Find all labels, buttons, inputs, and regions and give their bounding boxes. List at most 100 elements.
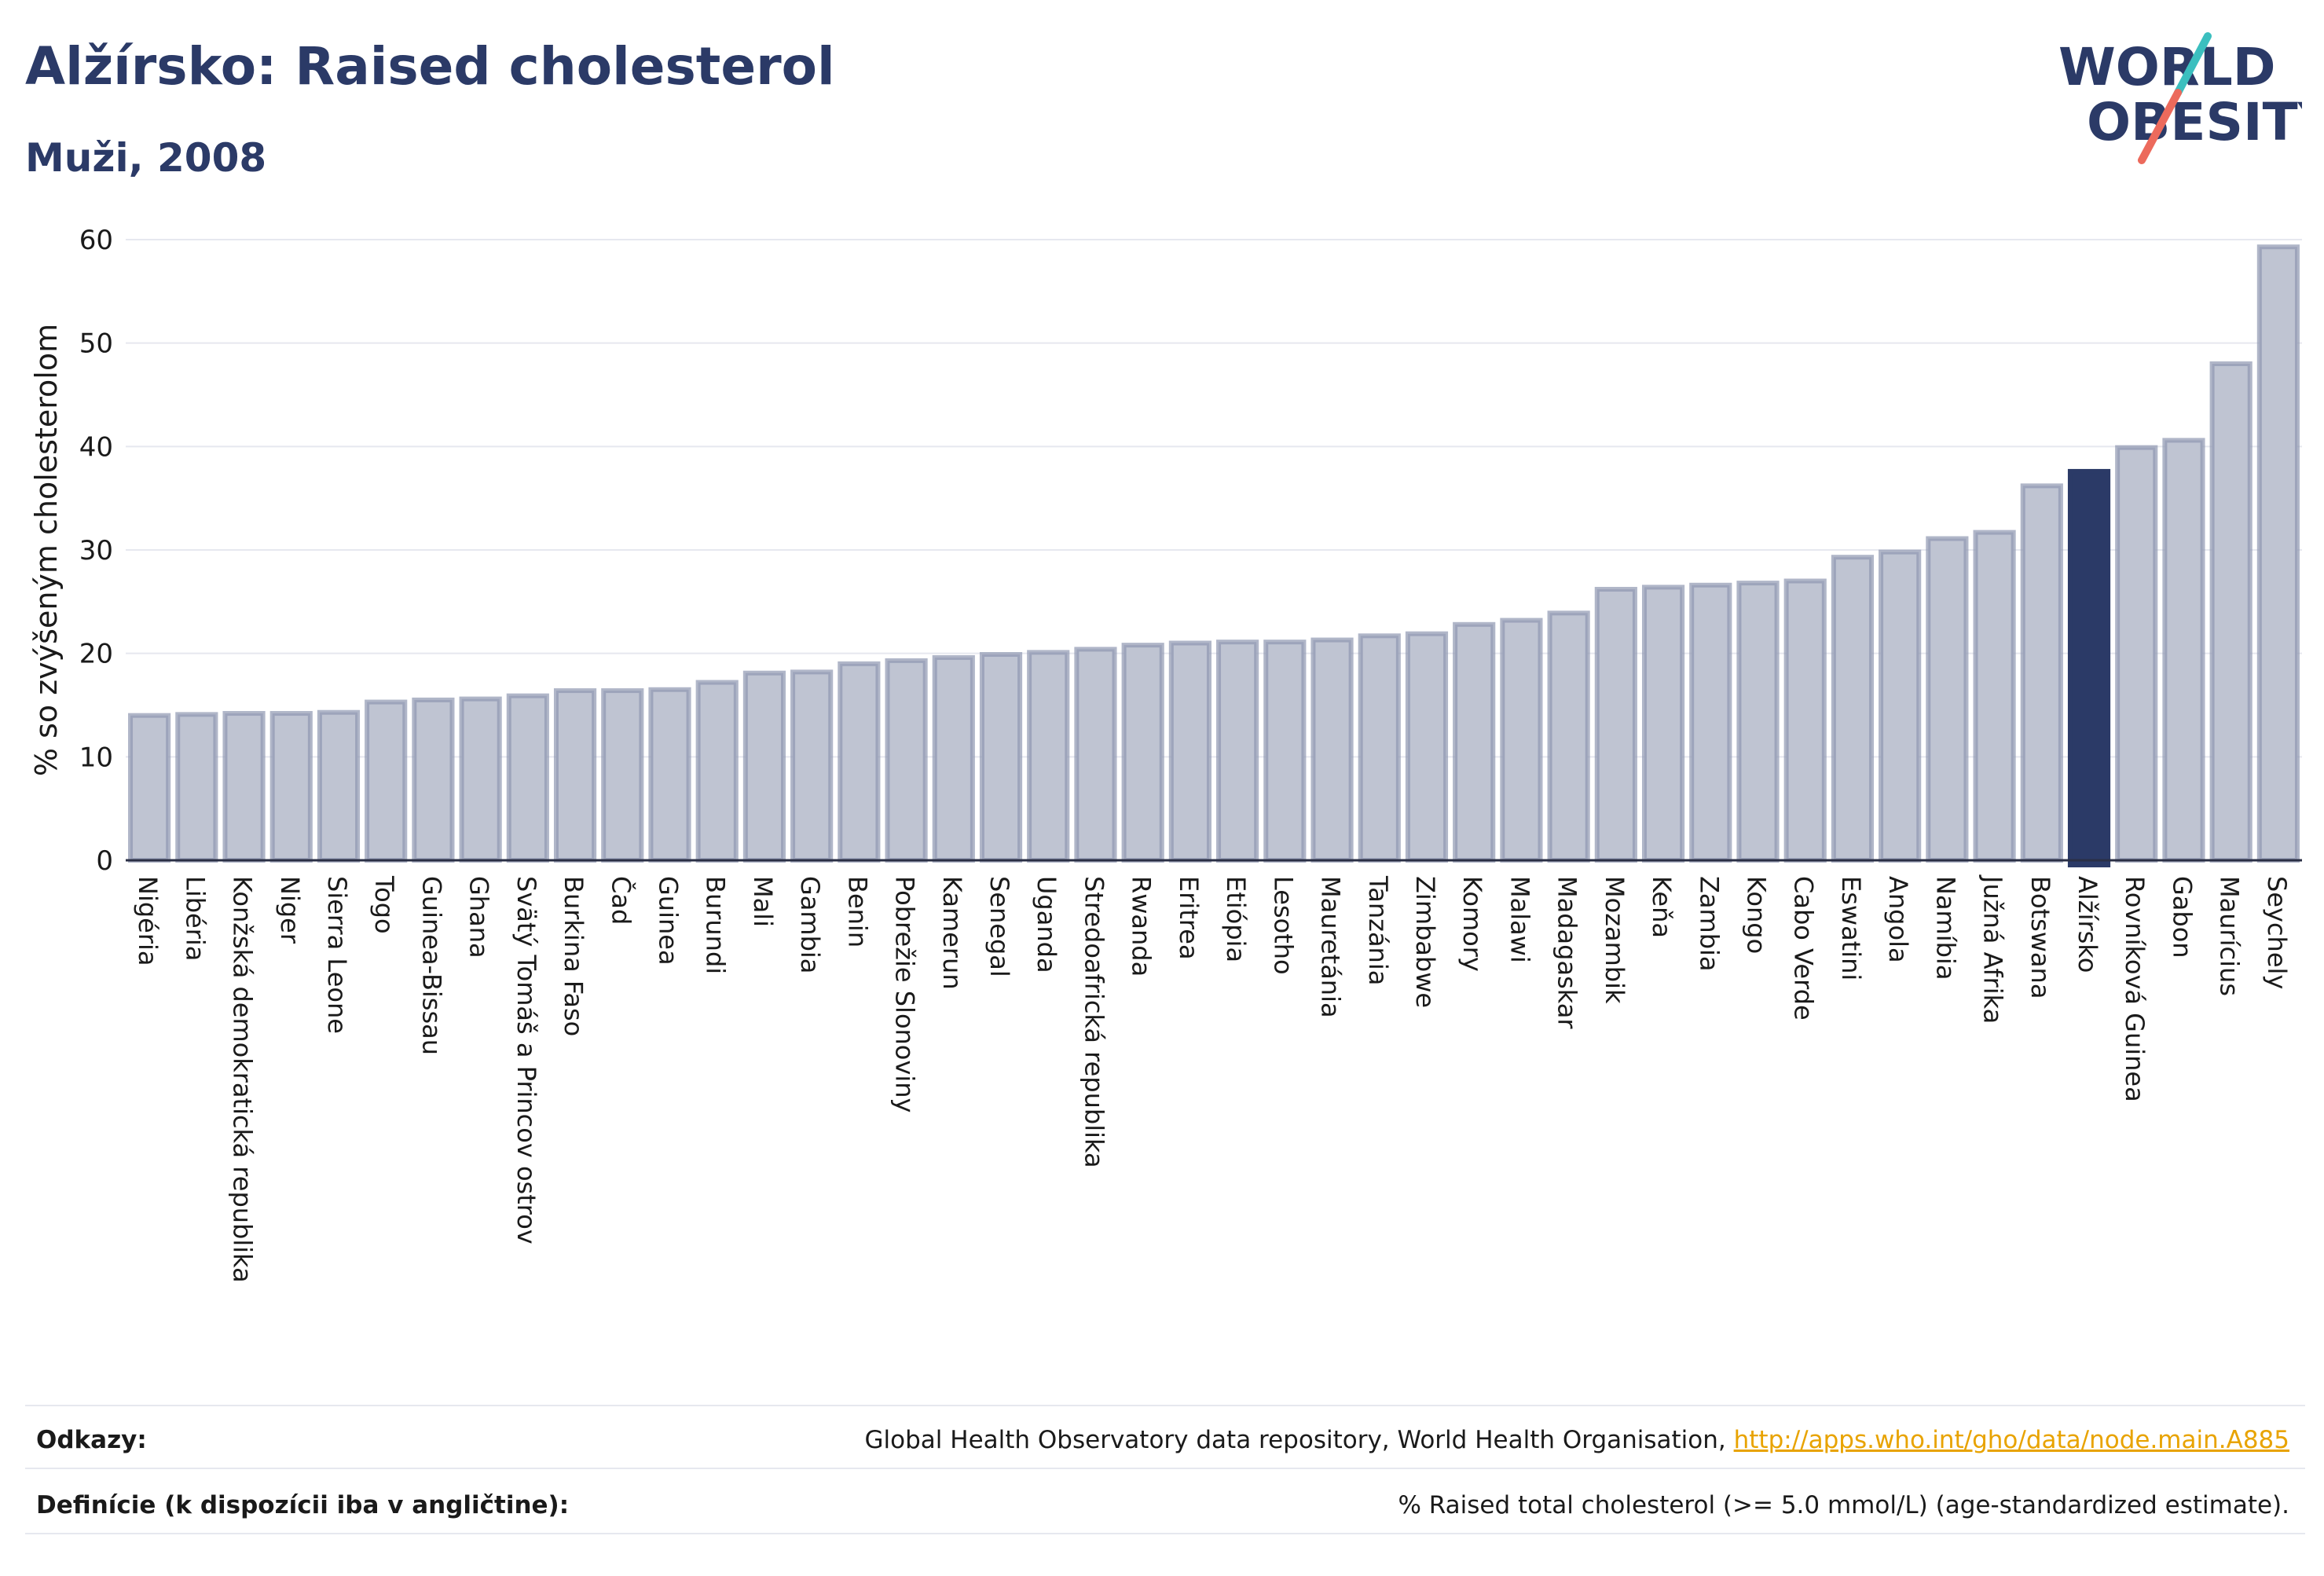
x-tick-label: Namíbia	[1930, 876, 1960, 980]
x-tick-label: Komory	[1457, 876, 1487, 972]
sources-text: Global Health Observatory data repositor…	[864, 1426, 1734, 1454]
x-tick-label: Kongo	[1742, 876, 1772, 954]
definitions-value: % Raised total cholesterol (>= 5.0 mmol/…	[1398, 1491, 2289, 1519]
bar	[269, 711, 313, 863]
bar	[1783, 578, 1827, 863]
bar	[648, 687, 691, 863]
sources-label: Odkazy:	[36, 1426, 147, 1454]
logo-slash-teal	[2174, 32, 2212, 97]
x-tick-label: Sierra Leone	[322, 876, 352, 1034]
x-tick-label: Tanzánia	[1363, 875, 1393, 985]
world-obesity-logo: WORLD OBESITY	[2058, 32, 2302, 164]
bar	[1641, 585, 1685, 863]
logo-slash-coral	[2138, 89, 2182, 164]
x-tick-label: Pobrežie Slonoviny	[890, 876, 920, 1112]
bar	[317, 709, 361, 863]
x-tick-label: Guinea	[654, 876, 684, 966]
bar	[1453, 621, 1496, 863]
x-tick-label: Guinea-Bissau	[416, 876, 446, 1055]
bar	[412, 697, 455, 863]
x-tick-label: Botswana	[2025, 876, 2055, 999]
x-tick-label: Alžírsko	[2073, 876, 2102, 973]
sources-link[interactable]: http://apps.who.int/gho/data/node.main.A…	[1733, 1426, 2289, 1454]
bar	[695, 680, 739, 863]
footer-divider-bottom	[25, 1533, 2305, 1534]
x-tick-label: Mozambik	[1600, 876, 1629, 1004]
y-tick-label: 0	[96, 845, 113, 877]
x-tick-label: Kamerun	[937, 876, 967, 990]
x-tick-label: Rovníková Guinea	[2120, 876, 2150, 1102]
x-tick-label: Svätý Tomáš a Princov ostrov	[511, 876, 541, 1244]
bar	[1310, 637, 1354, 863]
x-tick-label: Madagaskar	[1552, 876, 1582, 1029]
x-tick-label: Etiópia	[1221, 876, 1251, 962]
x-tick-label: Konžská demokratická republika	[228, 876, 258, 1283]
x-tick-label: Rwanda	[1127, 876, 1157, 977]
bar	[1879, 549, 1922, 863]
bar	[932, 654, 975, 863]
bar	[2256, 244, 2300, 863]
bar	[838, 661, 881, 863]
x-tick-label: Nigéria	[133, 876, 163, 966]
bar	[175, 712, 218, 863]
bar	[1121, 643, 1164, 863]
bar	[1689, 582, 1732, 863]
x-tick-label: Gambia	[795, 876, 825, 973]
x-tick-label: Stredoafrická republika	[1079, 876, 1109, 1168]
x-tick-label: Seychely	[2262, 876, 2292, 989]
bar	[506, 693, 549, 863]
bar	[2020, 483, 2063, 863]
x-tick-label: Mauretánia	[1316, 876, 1346, 1018]
bar	[790, 669, 834, 863]
x-tick-label: Burkina Faso	[559, 876, 588, 1036]
bar	[1926, 536, 1969, 863]
bar	[1500, 618, 1543, 863]
logo-word-world: WORLD	[2058, 37, 2276, 97]
bar	[1594, 587, 1637, 863]
bar	[553, 688, 597, 863]
footer-divider-top	[25, 1405, 2305, 1406]
x-tick-label: Burundi	[701, 876, 731, 974]
x-tick-label: Cabo Verde	[1789, 876, 1819, 1021]
bar	[2209, 361, 2253, 863]
x-tick-label: Benin	[842, 876, 872, 947]
y-tick-label: 10	[79, 742, 113, 773]
x-tick-label: Gabon	[2167, 876, 2197, 958]
x-tick-label: Maurícius	[2215, 876, 2245, 996]
bar	[2115, 445, 2158, 863]
bar	[1547, 610, 1590, 863]
x-tick-label: Zambia	[1694, 876, 1724, 972]
bar	[128, 713, 171, 863]
bar	[365, 699, 408, 863]
x-tick-label: Zimbabwe	[1410, 876, 1440, 1008]
bar	[1405, 631, 1449, 863]
bar	[459, 696, 502, 863]
bar	[1263, 640, 1307, 863]
bar	[1831, 555, 1875, 863]
bar	[1216, 640, 1259, 863]
sources-value: Global Health Observatory data repositor…	[865, 1426, 2289, 1454]
bar	[1074, 647, 1117, 863]
page-title: Alžírsko: Raised cholesterol	[25, 36, 835, 97]
x-tick-label: Niger	[275, 876, 305, 944]
x-tick-label: Uganda	[1032, 876, 1061, 973]
y-tick-label: 20	[79, 639, 113, 670]
bar	[742, 670, 786, 863]
x-tick-label: Ghana	[464, 876, 494, 958]
bar	[2162, 438, 2205, 863]
bar	[885, 658, 928, 863]
x-tick-label: Malawi	[1505, 876, 1534, 963]
x-tick-label: Libéria	[180, 876, 210, 961]
bar	[222, 711, 266, 863]
bar	[1973, 530, 2016, 863]
footer-divider-middle	[25, 1468, 2305, 1469]
y-tick-label: 60	[79, 225, 113, 256]
x-tick-label: Južná Afrika	[1978, 874, 2008, 1024]
x-tick-label: Senegal	[984, 876, 1014, 977]
x-tick-label: Lesotho	[1268, 876, 1298, 975]
x-tick-label: Eritrea	[1174, 876, 1204, 960]
x-tick-label: Mali	[748, 876, 778, 927]
bar	[2067, 468, 2111, 868]
bar-chart: 0 10 20 30 40 50 60 % so zvýšeným cholesterolom…	[29, 225, 2302, 1283]
x-tick-label: Angola	[1883, 876, 1913, 963]
